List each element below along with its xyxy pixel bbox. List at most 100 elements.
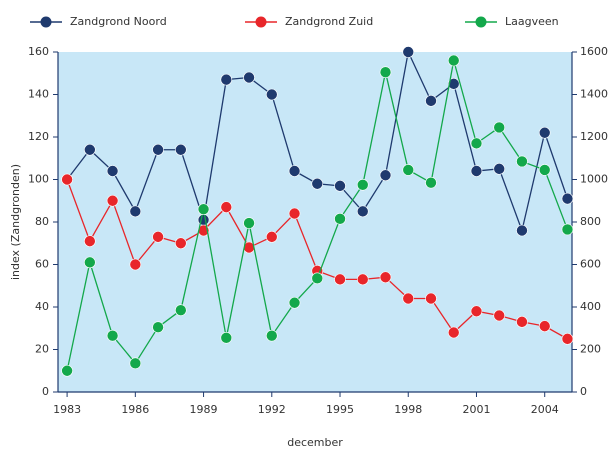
point	[425, 176, 437, 189]
legend-label: Zandgrond Noord	[70, 15, 167, 28]
point	[379, 66, 392, 78]
point	[402, 46, 415, 58]
point	[129, 205, 142, 218]
point	[220, 332, 233, 344]
x-tick-label: 1986	[121, 403, 149, 416]
y2-tick-label: 1400	[580, 88, 608, 101]
point	[538, 164, 551, 176]
point	[425, 95, 437, 107]
y-axis-label: index (Zandgronden)	[9, 164, 22, 280]
y2-tick-label: 1200	[580, 130, 608, 143]
point	[106, 194, 119, 207]
legend-label: Zandgrond Zuid	[285, 15, 373, 28]
x-tick-label: 1983	[53, 403, 81, 416]
y2-tick-label: 800	[580, 215, 601, 228]
point	[356, 205, 369, 218]
point	[447, 326, 460, 339]
point	[470, 137, 483, 150]
point	[288, 296, 301, 309]
y2-tick-label: 1000	[580, 173, 608, 186]
y2-tick-label: 200	[580, 343, 601, 356]
point	[561, 192, 574, 205]
point	[334, 180, 346, 192]
point	[561, 333, 574, 345]
point	[152, 143, 164, 156]
point	[152, 231, 164, 243]
x-tick-label: 1992	[258, 403, 286, 416]
x-tick-label: 1989	[190, 403, 218, 416]
point	[288, 165, 301, 177]
y2-tick-label: 1600	[580, 45, 608, 58]
point	[220, 73, 233, 86]
point	[129, 357, 142, 370]
point	[175, 237, 187, 250]
point	[220, 201, 233, 213]
point	[106, 165, 119, 177]
legend-marker	[255, 16, 267, 28]
point	[516, 224, 528, 237]
y2-tick-label: 600	[580, 258, 601, 271]
point	[561, 223, 574, 236]
point	[516, 155, 528, 168]
point	[84, 143, 96, 156]
point	[129, 258, 142, 271]
point	[265, 88, 278, 101]
point	[379, 169, 392, 182]
point	[175, 143, 187, 156]
point	[197, 203, 210, 216]
point	[288, 207, 301, 220]
point	[152, 321, 164, 333]
point	[493, 309, 506, 322]
point	[470, 165, 483, 177]
point	[106, 329, 119, 342]
legend-marker	[475, 16, 487, 28]
point	[61, 364, 73, 377]
point	[356, 273, 369, 286]
y2-tick-label: 0	[580, 385, 587, 398]
y2-tick-label: 400	[580, 300, 601, 313]
y-tick-label: 100	[28, 173, 49, 186]
point	[402, 164, 415, 176]
x-tick-label: 2001	[462, 403, 490, 416]
point	[243, 71, 255, 84]
point	[84, 235, 96, 247]
point	[379, 271, 392, 284]
x-tick-label: 2004	[531, 403, 559, 416]
point	[265, 329, 278, 342]
point	[425, 292, 437, 305]
y-tick-label: 20	[35, 343, 49, 356]
y-tick-label: 140	[28, 88, 49, 101]
point	[356, 179, 369, 191]
point	[447, 54, 460, 67]
point	[402, 292, 415, 305]
point	[265, 231, 278, 243]
point	[84, 256, 96, 269]
point	[447, 78, 460, 90]
point	[493, 163, 506, 175]
y-tick-label: 160	[28, 45, 49, 58]
x-axis-label: december	[287, 436, 343, 449]
point	[334, 213, 346, 225]
point	[334, 273, 346, 286]
point	[493, 121, 506, 134]
y-tick-label: 80	[35, 215, 49, 228]
x-tick-label: 1998	[394, 403, 422, 416]
point	[311, 177, 324, 190]
point	[61, 173, 73, 186]
x-tick-label: 1995	[326, 403, 354, 416]
point	[538, 126, 551, 139]
plot-area	[58, 52, 572, 392]
legend-marker	[40, 16, 52, 28]
point	[243, 217, 255, 229]
point	[470, 305, 483, 318]
legend-label: Laagveen	[505, 15, 559, 28]
y-tick-label: 60	[35, 258, 49, 271]
y-tick-label: 40	[35, 300, 49, 313]
point	[516, 316, 528, 328]
y-tick-label: 0	[42, 385, 49, 398]
point	[311, 272, 324, 285]
y-tick-label: 120	[28, 130, 49, 143]
point	[538, 320, 551, 332]
point	[175, 304, 187, 316]
